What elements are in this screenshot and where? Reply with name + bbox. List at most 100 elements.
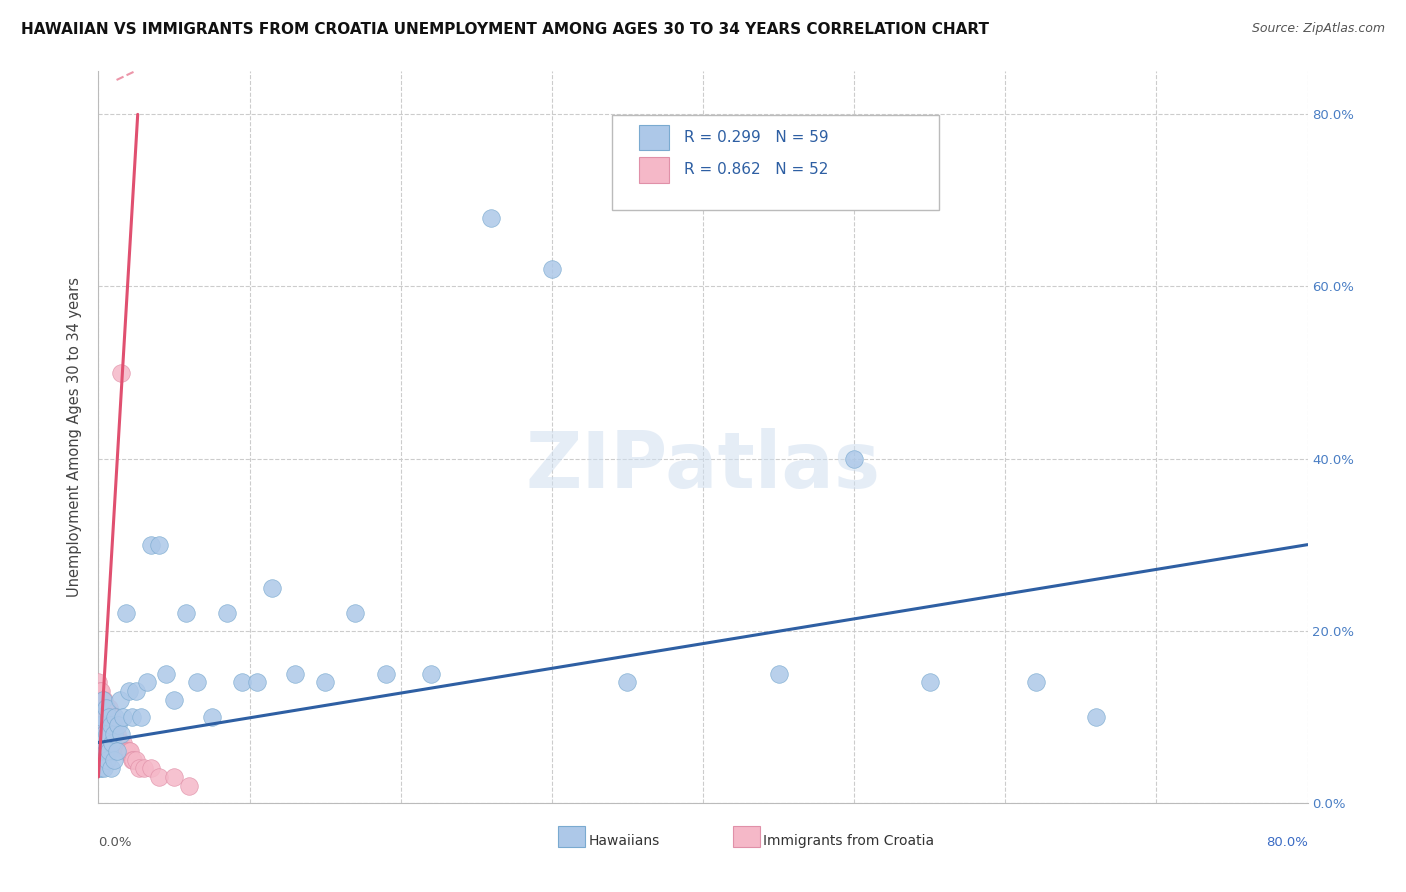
Point <box>103 718 125 732</box>
Point <box>103 753 125 767</box>
Point <box>129 710 152 724</box>
Point <box>91 753 114 767</box>
Point <box>98 718 121 732</box>
Point <box>107 735 129 749</box>
Point <box>89 727 111 741</box>
Point <box>481 211 503 225</box>
Point <box>148 538 170 552</box>
Bar <box>638 157 669 183</box>
Point <box>344 607 367 621</box>
Point <box>125 684 148 698</box>
Point <box>201 710 224 724</box>
Point <box>90 701 112 715</box>
Point <box>96 718 118 732</box>
Point <box>174 607 197 621</box>
Point <box>246 675 269 690</box>
Point <box>89 718 111 732</box>
Point <box>104 710 127 724</box>
Point <box>540 262 562 277</box>
Point <box>163 770 186 784</box>
Point <box>110 366 132 380</box>
Point <box>118 684 141 698</box>
Point <box>91 735 114 749</box>
Point <box>87 675 110 690</box>
Point <box>768 666 790 681</box>
Point <box>616 675 638 690</box>
Text: Source: ZipAtlas.com: Source: ZipAtlas.com <box>1251 22 1385 36</box>
Point <box>148 770 170 784</box>
Point <box>93 692 115 706</box>
Point <box>215 607 238 621</box>
Point <box>90 684 112 698</box>
Point <box>121 753 143 767</box>
Point <box>141 761 163 775</box>
Point <box>135 675 157 690</box>
Point <box>96 727 118 741</box>
Point <box>87 692 110 706</box>
Point <box>1024 675 1046 690</box>
Point <box>128 761 150 775</box>
Point <box>121 710 143 724</box>
Text: HAWAIIAN VS IMMIGRANTS FROM CROATIA UNEMPLOYMENT AMONG AGES 30 TO 34 YEARS CORRE: HAWAIIAN VS IMMIGRANTS FROM CROATIA UNEM… <box>21 22 988 37</box>
Point <box>90 718 112 732</box>
Point <box>118 744 141 758</box>
Point <box>186 675 208 690</box>
FancyBboxPatch shape <box>613 115 939 211</box>
Point <box>94 701 117 715</box>
Text: 0.0%: 0.0% <box>98 836 132 848</box>
Point <box>94 735 117 749</box>
Point <box>100 761 122 775</box>
Point <box>101 710 124 724</box>
Point <box>103 727 125 741</box>
Point <box>91 727 114 741</box>
Point <box>155 666 177 681</box>
Point <box>179 779 201 793</box>
Point <box>89 761 111 775</box>
Text: R = 0.299   N = 59: R = 0.299 N = 59 <box>683 130 828 145</box>
Point <box>314 675 336 690</box>
Point <box>96 701 118 715</box>
Point <box>101 735 124 749</box>
Point <box>89 718 111 732</box>
Bar <box>638 125 669 151</box>
Point <box>844 451 866 466</box>
Point <box>90 753 112 767</box>
Point <box>110 727 132 741</box>
Point <box>98 701 121 715</box>
Point <box>93 710 115 724</box>
Point <box>89 684 111 698</box>
Point <box>90 735 112 749</box>
Point <box>93 727 115 741</box>
Point <box>94 744 117 758</box>
Point <box>105 744 128 758</box>
Point <box>114 607 136 621</box>
Point <box>91 744 114 758</box>
Point <box>100 727 122 741</box>
Point <box>96 735 118 749</box>
Point <box>98 744 121 758</box>
Point <box>108 692 131 706</box>
Point <box>105 727 128 741</box>
Point <box>91 692 114 706</box>
Point <box>101 735 124 749</box>
Point <box>108 735 131 749</box>
Point <box>100 718 122 732</box>
Point <box>111 735 134 749</box>
Text: 80.0%: 80.0% <box>1265 836 1308 848</box>
Point <box>110 735 132 749</box>
Text: ZIPatlas: ZIPatlas <box>526 428 880 504</box>
Point <box>420 666 443 681</box>
Point <box>93 727 115 741</box>
Point <box>112 744 135 758</box>
Point <box>1085 710 1108 724</box>
Point <box>692 185 714 199</box>
Point <box>90 710 112 724</box>
Point <box>114 744 136 758</box>
Bar <box>558 826 585 847</box>
Point <box>87 710 110 724</box>
Point <box>98 710 121 724</box>
Point <box>374 666 396 681</box>
Point <box>89 744 111 758</box>
Point <box>107 718 129 732</box>
Point <box>96 753 118 767</box>
